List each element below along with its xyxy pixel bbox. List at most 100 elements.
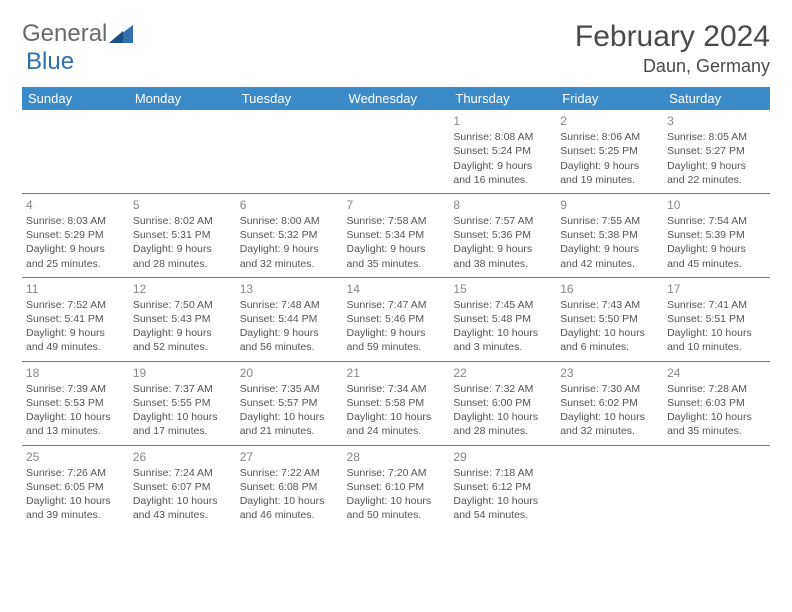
day-number: 12	[133, 281, 232, 297]
sunset-line: Sunset: 6:10 PM	[347, 480, 446, 494]
daylight-line: Daylight: 9 hours and 45 minutes.	[667, 242, 766, 270]
calendar-day-cell: 27Sunrise: 7:22 AMSunset: 6:08 PMDayligh…	[236, 445, 343, 528]
day-number: 7	[347, 197, 446, 213]
sunset-line: Sunset: 5:46 PM	[347, 312, 446, 326]
daylight-line: Daylight: 9 hours and 52 minutes.	[133, 326, 232, 354]
sunrise-line: Sunrise: 8:00 AM	[240, 214, 339, 228]
header: General February 2024 Daun, Germany	[22, 20, 770, 77]
sunrise-line: Sunrise: 7:32 AM	[453, 382, 552, 396]
sunrise-line: Sunrise: 8:08 AM	[453, 130, 552, 144]
calendar-day-cell: 8Sunrise: 7:57 AMSunset: 5:36 PMDaylight…	[449, 193, 556, 277]
month-title: February 2024	[575, 20, 770, 54]
calendar-week-row: 11Sunrise: 7:52 AMSunset: 5:41 PMDayligh…	[22, 277, 770, 361]
calendar-day-cell: 16Sunrise: 7:43 AMSunset: 5:50 PMDayligh…	[556, 277, 663, 361]
calendar-day-cell: 3Sunrise: 8:05 AMSunset: 5:27 PMDaylight…	[663, 110, 770, 193]
calendar-day-cell: 17Sunrise: 7:41 AMSunset: 5:51 PMDayligh…	[663, 277, 770, 361]
sunset-line: Sunset: 5:36 PM	[453, 228, 552, 242]
day-number: 11	[26, 281, 125, 297]
sunset-line: Sunset: 6:00 PM	[453, 396, 552, 410]
brand-logo: General	[22, 20, 137, 48]
sunrise-line: Sunrise: 7:47 AM	[347, 298, 446, 312]
sunrise-line: Sunrise: 8:05 AM	[667, 130, 766, 144]
day-number: 15	[453, 281, 552, 297]
sunrise-line: Sunrise: 7:22 AM	[240, 466, 339, 480]
sunrise-line: Sunrise: 7:18 AM	[453, 466, 552, 480]
day-number: 26	[133, 449, 232, 465]
daylight-line: Daylight: 10 hours and 17 minutes.	[133, 410, 232, 438]
sunset-line: Sunset: 5:43 PM	[133, 312, 232, 326]
day-number: 5	[133, 197, 232, 213]
daylight-line: Daylight: 9 hours and 35 minutes.	[347, 242, 446, 270]
weekday-header: Thursday	[449, 87, 556, 110]
sunset-line: Sunset: 5:27 PM	[667, 144, 766, 158]
sunset-line: Sunset: 5:58 PM	[347, 396, 446, 410]
daylight-line: Daylight: 10 hours and 21 minutes.	[240, 410, 339, 438]
day-number: 8	[453, 197, 552, 213]
calendar-empty-cell	[343, 110, 450, 193]
sunrise-line: Sunrise: 8:03 AM	[26, 214, 125, 228]
calendar-day-cell: 20Sunrise: 7:35 AMSunset: 5:57 PMDayligh…	[236, 361, 343, 445]
sunrise-line: Sunrise: 7:24 AM	[133, 466, 232, 480]
calendar-day-cell: 7Sunrise: 7:58 AMSunset: 5:34 PMDaylight…	[343, 193, 450, 277]
sunrise-line: Sunrise: 7:37 AM	[133, 382, 232, 396]
calendar-day-cell: 4Sunrise: 8:03 AMSunset: 5:29 PMDaylight…	[22, 193, 129, 277]
calendar-week-row: 4Sunrise: 8:03 AMSunset: 5:29 PMDaylight…	[22, 193, 770, 277]
daylight-line: Daylight: 10 hours and 54 minutes.	[453, 494, 552, 522]
daylight-line: Daylight: 9 hours and 28 minutes.	[133, 242, 232, 270]
calendar-day-cell: 29Sunrise: 7:18 AMSunset: 6:12 PMDayligh…	[449, 445, 556, 528]
sunset-line: Sunset: 5:29 PM	[26, 228, 125, 242]
daylight-line: Daylight: 9 hours and 59 minutes.	[347, 326, 446, 354]
sunrise-line: Sunrise: 7:26 AM	[26, 466, 125, 480]
calendar-week-row: 1Sunrise: 8:08 AMSunset: 5:24 PMDaylight…	[22, 110, 770, 193]
calendar-day-cell: 1Sunrise: 8:08 AMSunset: 5:24 PMDaylight…	[449, 110, 556, 193]
day-number: 9	[560, 197, 659, 213]
calendar-day-cell: 18Sunrise: 7:39 AMSunset: 5:53 PMDayligh…	[22, 361, 129, 445]
brand-word-1: General	[22, 20, 107, 48]
calendar-empty-cell	[663, 445, 770, 528]
daylight-line: Daylight: 10 hours and 32 minutes.	[560, 410, 659, 438]
day-number: 17	[667, 281, 766, 297]
daylight-line: Daylight: 10 hours and 50 minutes.	[347, 494, 446, 522]
daylight-line: Daylight: 9 hours and 19 minutes.	[560, 159, 659, 187]
sunset-line: Sunset: 5:25 PM	[560, 144, 659, 158]
daylight-line: Daylight: 9 hours and 25 minutes.	[26, 242, 125, 270]
day-number: 1	[453, 113, 552, 129]
day-number: 28	[347, 449, 446, 465]
sunset-line: Sunset: 5:32 PM	[240, 228, 339, 242]
sunset-line: Sunset: 5:51 PM	[667, 312, 766, 326]
day-number: 14	[347, 281, 446, 297]
calendar-day-cell: 14Sunrise: 7:47 AMSunset: 5:46 PMDayligh…	[343, 277, 450, 361]
day-number: 20	[240, 365, 339, 381]
day-number: 16	[560, 281, 659, 297]
daylight-line: Daylight: 10 hours and 28 minutes.	[453, 410, 552, 438]
day-number: 21	[347, 365, 446, 381]
sunset-line: Sunset: 5:34 PM	[347, 228, 446, 242]
calendar-day-cell: 2Sunrise: 8:06 AMSunset: 5:25 PMDaylight…	[556, 110, 663, 193]
location: Daun, Germany	[575, 56, 770, 77]
daylight-line: Daylight: 10 hours and 24 minutes.	[347, 410, 446, 438]
calendar-day-cell: 12Sunrise: 7:50 AMSunset: 5:43 PMDayligh…	[129, 277, 236, 361]
sunrise-line: Sunrise: 7:30 AM	[560, 382, 659, 396]
sunrise-line: Sunrise: 7:54 AM	[667, 214, 766, 228]
day-number: 13	[240, 281, 339, 297]
sunrise-line: Sunrise: 7:35 AM	[240, 382, 339, 396]
sunrise-line: Sunrise: 7:34 AM	[347, 382, 446, 396]
calendar-day-cell: 22Sunrise: 7:32 AMSunset: 6:00 PMDayligh…	[449, 361, 556, 445]
sunset-line: Sunset: 6:05 PM	[26, 480, 125, 494]
sunset-line: Sunset: 5:48 PM	[453, 312, 552, 326]
sunrise-line: Sunrise: 7:20 AM	[347, 466, 446, 480]
sunset-line: Sunset: 5:55 PM	[133, 396, 232, 410]
weekday-header: Monday	[129, 87, 236, 110]
daylight-line: Daylight: 10 hours and 3 minutes.	[453, 326, 552, 354]
calendar-day-cell: 9Sunrise: 7:55 AMSunset: 5:38 PMDaylight…	[556, 193, 663, 277]
weekday-header: Wednesday	[343, 87, 450, 110]
calendar-empty-cell	[22, 110, 129, 193]
day-number: 19	[133, 365, 232, 381]
daylight-line: Daylight: 10 hours and 6 minutes.	[560, 326, 659, 354]
calendar-empty-cell	[129, 110, 236, 193]
weekday-header: Sunday	[22, 87, 129, 110]
weekday-header-row: SundayMondayTuesdayWednesdayThursdayFrid…	[22, 87, 770, 110]
sunrise-line: Sunrise: 7:45 AM	[453, 298, 552, 312]
daylight-line: Daylight: 10 hours and 10 minutes.	[667, 326, 766, 354]
sunset-line: Sunset: 6:03 PM	[667, 396, 766, 410]
